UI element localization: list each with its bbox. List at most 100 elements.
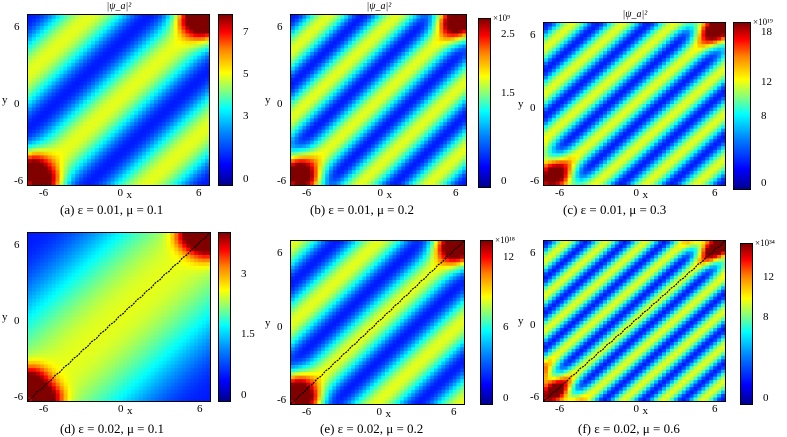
heatmap-cell [185, 66, 190, 72]
heatmap-cell [201, 29, 206, 35]
heatmap-cell [47, 85, 53, 90]
heatmap-cell [157, 177, 163, 182]
heatmap-cell [31, 140, 37, 145]
heatmap-cell [359, 63, 364, 68]
heatmap-cell [165, 92, 171, 97]
heatmap-cell [401, 29, 406, 35]
heatmap-cell [193, 22, 198, 27]
heatmap-cell [110, 48, 116, 53]
heatmap-cell [118, 129, 124, 134]
heatmap-cell [363, 155, 368, 160]
heatmap-cell [355, 133, 361, 138]
heatmap-cell [386, 33, 391, 38]
heatmap-cell [75, 133, 80, 138]
heatmap-cell [458, 29, 463, 35]
heatmap-cell [306, 129, 311, 134]
heatmap-cell [401, 92, 406, 97]
heatmap-cell [351, 74, 357, 79]
heatmap-cell [563, 65, 569, 70]
heatmap-cell [197, 18, 202, 23]
heatmap-cell [662, 44, 667, 49]
heatmap-cell [329, 162, 334, 168]
heatmap-cell [79, 148, 84, 153]
heatmap-cell [332, 92, 338, 97]
heatmap-cell [75, 125, 80, 131]
heatmap-cell [63, 136, 68, 142]
heatmap-cell [462, 173, 466, 179]
heatmap-cell [201, 15, 206, 20]
heatmap-cell [71, 77, 76, 83]
heatmap-cell [427, 129, 433, 134]
heatmap-cell [146, 133, 151, 138]
heatmap-cell [332, 162, 338, 168]
heatmap-cell [462, 107, 466, 112]
heatmap-cell [153, 55, 159, 60]
heatmap-cell [298, 40, 304, 46]
heatmap-cell [405, 59, 410, 64]
heatmap-cell [75, 22, 80, 27]
heatmap-cell [351, 129, 357, 134]
heatmap-cell [595, 26, 600, 31]
heatmap-cell [431, 181, 437, 185]
heatmap-cell [389, 63, 395, 68]
heatmap-cell [106, 148, 112, 153]
heatmap-cell [378, 177, 383, 182]
heatmap-cell [344, 15, 349, 20]
heatmap-cell [67, 111, 72, 116]
heatmap-cell [310, 70, 315, 75]
heatmap-cell [302, 118, 307, 123]
heatmap-cell [344, 66, 349, 72]
heatmap-cell [28, 77, 33, 83]
heatmap-cell [424, 107, 429, 112]
heatmap-cell [189, 63, 194, 68]
heatmap-cell [642, 47, 647, 52]
heatmap-cell [622, 58, 628, 63]
heatmap-cell [291, 111, 296, 116]
heatmap-cell [351, 107, 357, 112]
heatmap-cell [157, 29, 163, 35]
heatmap-cell [325, 37, 330, 42]
heatmap-cell [185, 151, 190, 157]
heatmap-cell [31, 96, 37, 101]
heatmap-cell [31, 107, 37, 112]
heatmap-cell [205, 26, 209, 31]
heatmap-cell [87, 144, 92, 149]
heatmap-cell [355, 170, 361, 175]
heatmap-cell [559, 54, 565, 59]
heatmap-cell [575, 33, 581, 38]
heatmap-cell [370, 92, 376, 97]
heatmap-cell [185, 18, 190, 23]
heatmap-cell [28, 33, 33, 38]
heatmap-cell [35, 100, 41, 105]
heatmap-cell [405, 122, 410, 127]
heatmap-cell [435, 33, 440, 38]
heatmap-cell [321, 159, 326, 164]
heatmap-cell [298, 77, 304, 83]
heatmap-cell [39, 63, 45, 68]
heatmap-cell [382, 118, 387, 123]
heatmap-cell [317, 81, 323, 86]
heatmap-cell [138, 148, 143, 153]
heatmap-cell [416, 48, 421, 53]
heatmap-cell [317, 107, 323, 112]
heatmap-cell [393, 173, 399, 179]
heatmap-cell [401, 59, 406, 64]
heatmap-cell [367, 63, 372, 68]
heatmap-cell [87, 66, 92, 72]
heatmap-cell [382, 155, 387, 160]
heatmap-cell [205, 136, 209, 142]
heatmap-cell [386, 173, 391, 179]
heatmap-cell [90, 74, 96, 79]
heatmap-cell [378, 125, 383, 131]
heatmap-cell [47, 166, 53, 171]
heatmap-cell [291, 170, 296, 175]
heatmap-cell [665, 61, 671, 66]
heatmap-cell [90, 48, 96, 53]
heatmap-cell [351, 140, 357, 145]
heatmap-cell [544, 61, 549, 66]
heatmap-cell [420, 159, 425, 164]
heatmap-cell [138, 51, 143, 57]
heatmap-cell [642, 37, 647, 42]
heatmap-cell [306, 70, 311, 75]
heatmap-cell [51, 136, 57, 142]
